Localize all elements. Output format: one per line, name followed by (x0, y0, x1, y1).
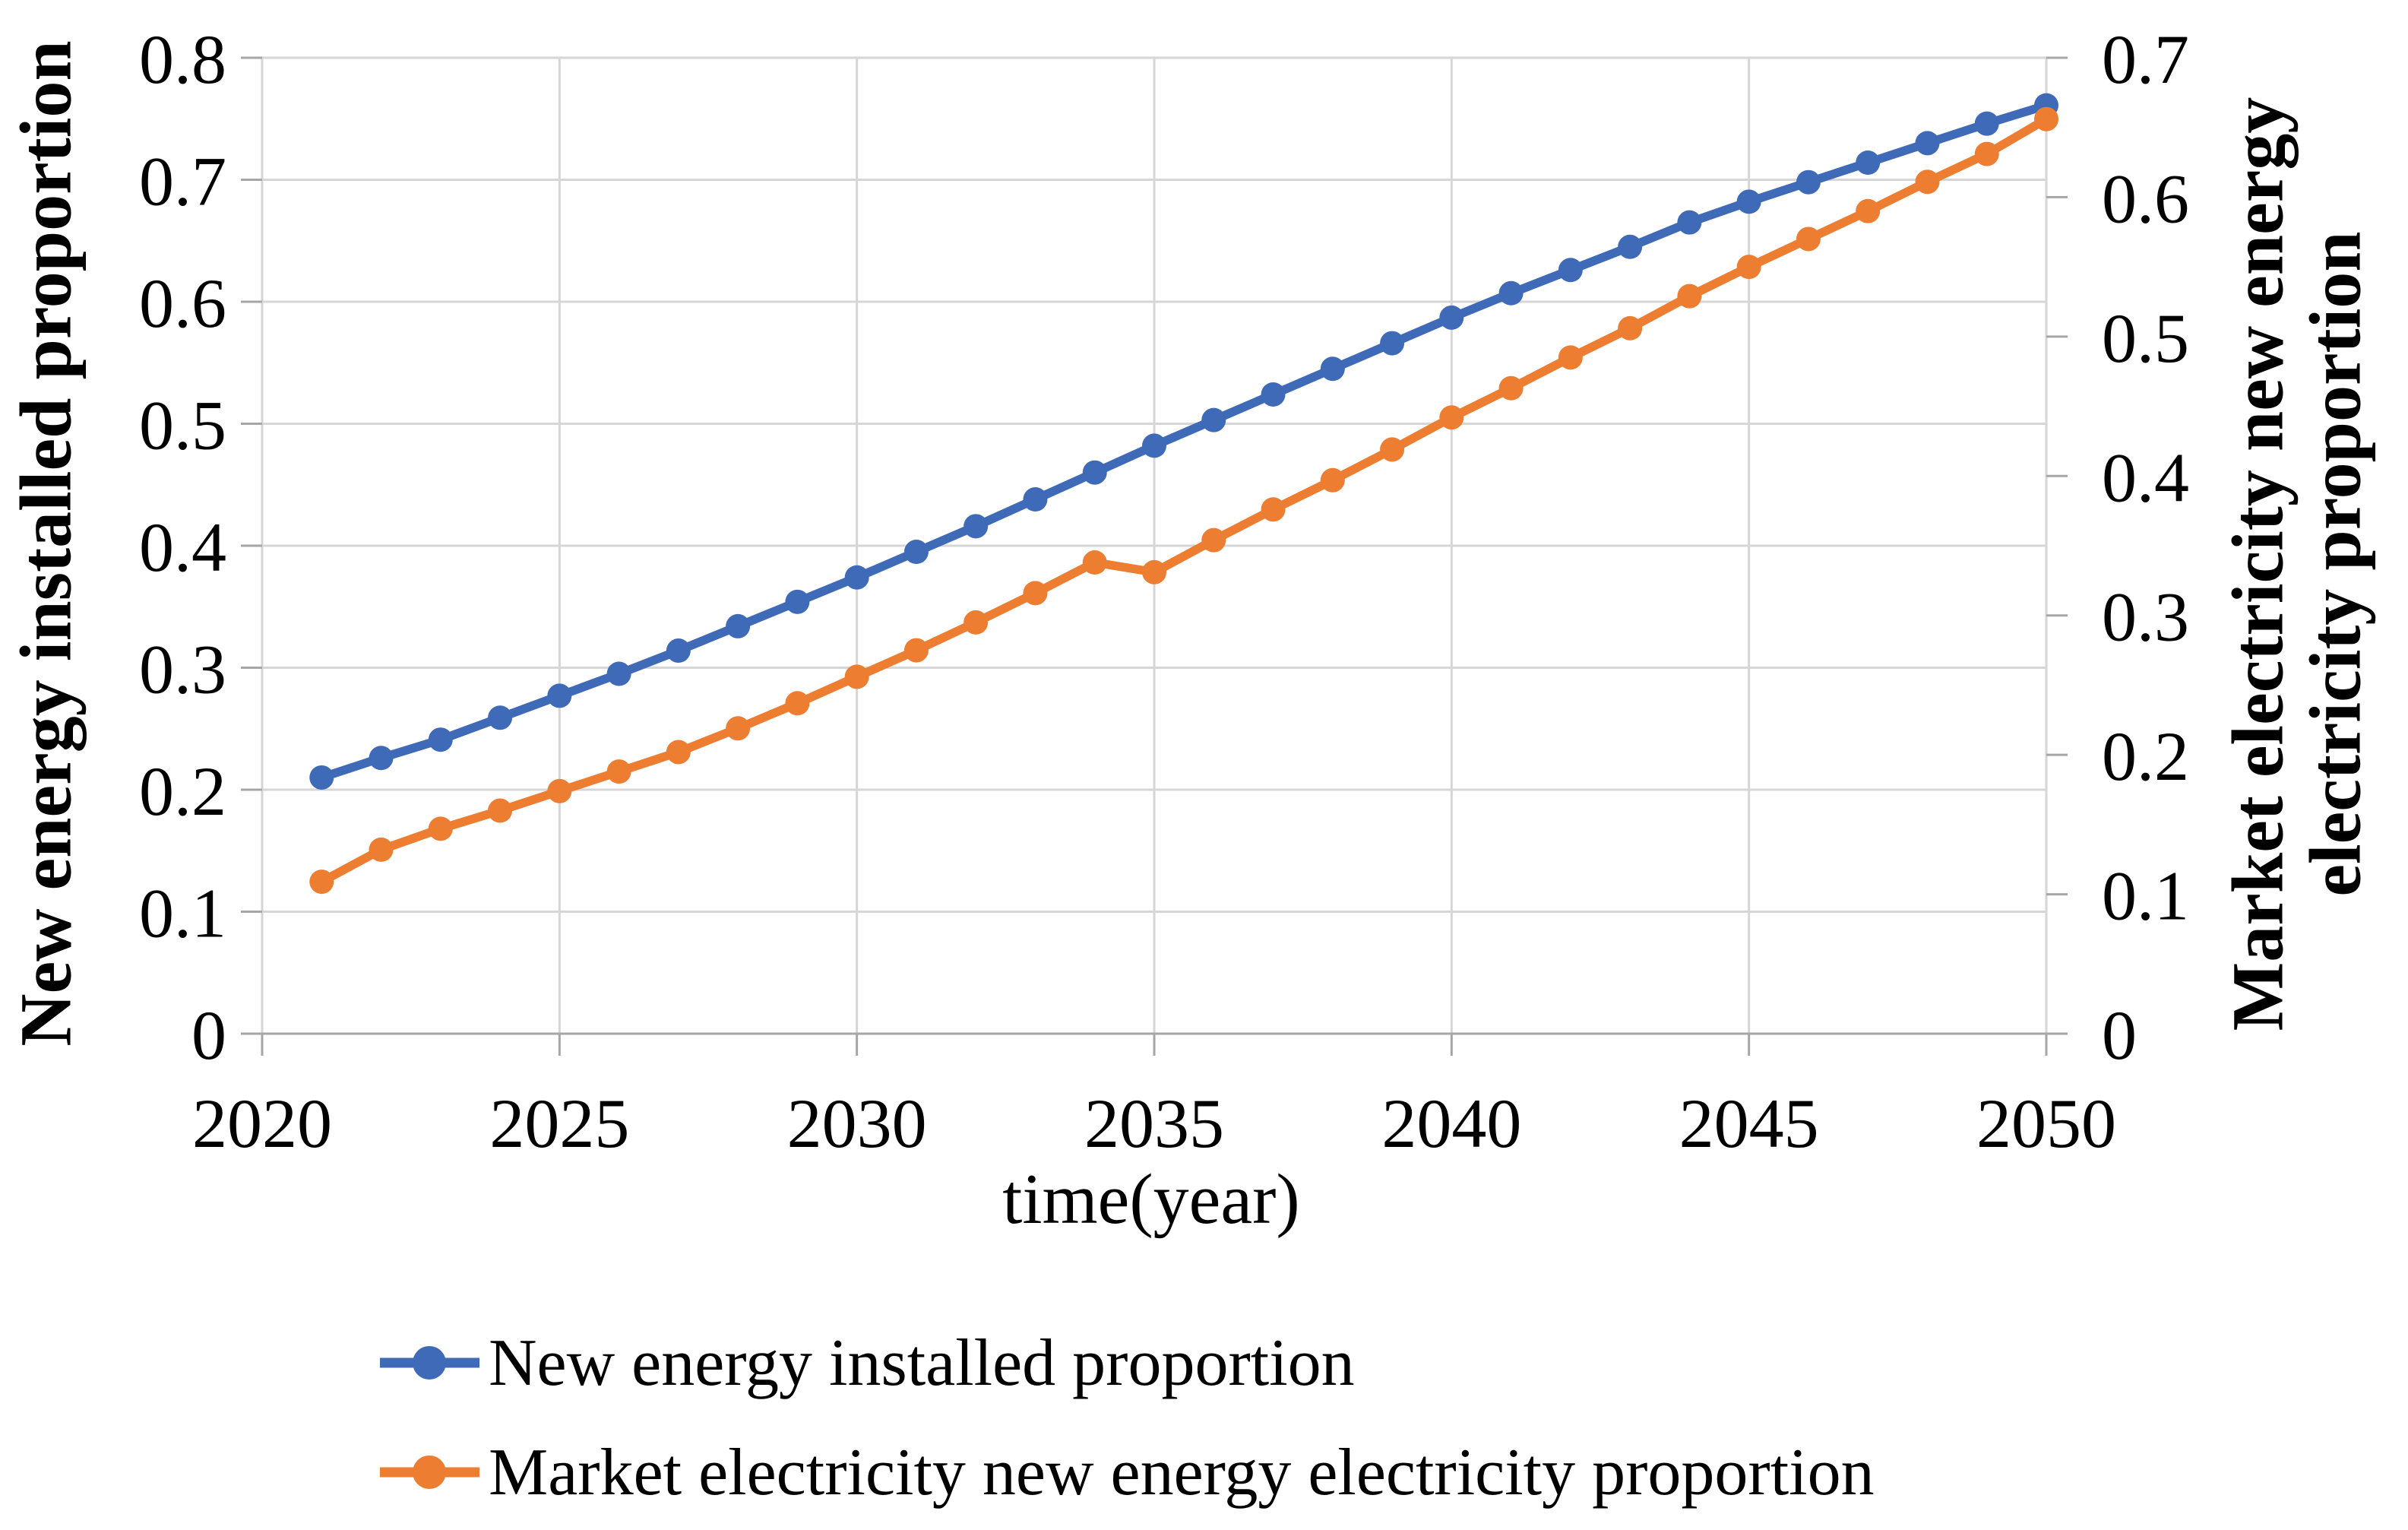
data-point-marker (1796, 169, 1821, 195)
left-axis-tick-label: 0.3 (139, 631, 226, 708)
data-point-marker (1736, 189, 1761, 214)
data-point-marker (1320, 467, 1345, 493)
data-point-marker (1974, 111, 1999, 136)
data-point-marker (1023, 487, 1048, 512)
right-axis-tick-label: 0 (2102, 996, 2137, 1074)
legend-label: New energy installed proportion (489, 1326, 1355, 1400)
right-axis-tick-label: 0.1 (2102, 857, 2189, 935)
data-point-marker (666, 740, 691, 765)
data-point-marker (1142, 433, 1166, 458)
legend-label: Market electricity new energy electricit… (489, 1435, 1875, 1509)
data-point-marker (1915, 131, 1940, 156)
data-point-marker (1439, 405, 1464, 430)
data-point-marker (785, 691, 810, 716)
data-point-marker (309, 765, 334, 790)
data-point-marker (309, 870, 334, 895)
left-axis-tick-label: 0.4 (139, 508, 226, 586)
x-axis-tick-label: 2050 (1976, 1085, 2116, 1162)
right-axis-tick-label: 0.4 (2102, 439, 2189, 516)
right-axis-tick-label: 0.3 (2102, 578, 2189, 656)
data-point-marker (964, 610, 989, 635)
x-axis-tick-label: 2045 (1679, 1085, 1819, 1162)
data-point-marker (428, 727, 453, 752)
data-point-marker (964, 514, 989, 539)
line-with-dot-marker-icon (380, 1456, 479, 1489)
data-point-marker (1796, 226, 1821, 252)
x-axis-tick-label: 2030 (787, 1085, 927, 1162)
data-point-marker (1974, 141, 1999, 166)
data-point-marker (726, 716, 751, 741)
data-point-marker (1082, 550, 1107, 575)
data-point-marker (1320, 356, 1345, 382)
left-axis-tick-label: 0.2 (139, 752, 226, 830)
right-axis-tick-label: 0.2 (2102, 717, 2189, 795)
data-point-marker (1498, 280, 1524, 306)
left-axis-title: New energy installed proportion (5, 40, 87, 1047)
data-point-marker (1618, 315, 1643, 341)
right-axis-title-line1: Market electricity new energy (2217, 97, 2299, 1031)
data-point-marker (1856, 150, 1881, 176)
data-point-marker (1677, 284, 1702, 309)
data-point-marker (1856, 198, 1881, 223)
x-axis-tick-label: 2025 (489, 1085, 629, 1162)
data-point-marker (606, 759, 631, 784)
data-point-marker (1380, 331, 1405, 356)
data-point-marker (547, 778, 572, 803)
left-axis-tick-label: 0.7 (139, 143, 226, 220)
series-new-energy-installed (309, 93, 2058, 790)
data-point-marker (606, 661, 631, 686)
right-axis-title-line2: electricity proportion (2294, 231, 2375, 897)
data-point-marker (1380, 437, 1405, 462)
data-point-marker (1261, 382, 1286, 407)
left-axis-tick-label: 0.5 (139, 387, 226, 464)
data-point-marker (1439, 305, 1464, 330)
x-axis-title: time(year) (1002, 1160, 1300, 1239)
left-axis-tick-label: 0.8 (139, 21, 226, 98)
left-axis-tick-label: 0 (191, 996, 226, 1074)
data-point-marker (1201, 407, 1226, 432)
data-point-marker (2034, 106, 2058, 131)
legend: New energy installed proportion Market e… (378, 1321, 1875, 1514)
series-market-electricity (309, 106, 2058, 895)
data-point-marker (903, 638, 929, 663)
data-point-marker (488, 705, 513, 730)
right-axis-title: Market electricity new energy electricit… (2217, 97, 2375, 1031)
data-point-marker (903, 540, 929, 565)
data-point-marker (1915, 169, 1940, 195)
x-axis-tick-label: 2020 (192, 1085, 332, 1162)
data-point-marker (428, 816, 453, 841)
data-point-marker (369, 746, 394, 771)
data-point-marker (1618, 234, 1643, 259)
data-point-marker (1082, 460, 1107, 485)
right-axis-tick-label: 0.6 (2102, 160, 2189, 237)
data-point-marker (1558, 345, 1583, 370)
legend-item-market-electricity: Market electricity new energy electricit… (378, 1430, 1875, 1514)
data-point-marker (1498, 375, 1524, 401)
data-point-marker (1736, 255, 1761, 280)
data-point-marker (844, 565, 869, 590)
data-point-marker (666, 638, 691, 664)
data-point-marker (369, 837, 394, 862)
left-axis-tick-label: 0.6 (139, 265, 226, 342)
data-point-marker (1023, 581, 1048, 606)
data-point-marker (547, 683, 572, 708)
data-point-marker (1142, 559, 1166, 584)
legend-item-new-energy-installed: New energy installed proportion (378, 1321, 1875, 1405)
left-axis-tick-label: 0.1 (139, 875, 226, 952)
right-axis-tick-label: 0.5 (2102, 299, 2189, 377)
data-point-marker (1558, 258, 1583, 283)
x-axis-tick-label: 2035 (1084, 1085, 1224, 1162)
right-axis-tick-label: 0.7 (2102, 21, 2189, 98)
data-point-marker (488, 798, 513, 823)
data-point-marker (1261, 497, 1286, 522)
line-with-dot-marker-icon (380, 1346, 479, 1380)
data-point-marker (844, 664, 869, 689)
data-point-marker (726, 613, 751, 638)
data-point-marker (1677, 210, 1702, 235)
data-point-marker (1201, 527, 1226, 553)
data-point-marker (785, 589, 810, 614)
x-axis-tick-label: 2040 (1381, 1085, 1521, 1162)
